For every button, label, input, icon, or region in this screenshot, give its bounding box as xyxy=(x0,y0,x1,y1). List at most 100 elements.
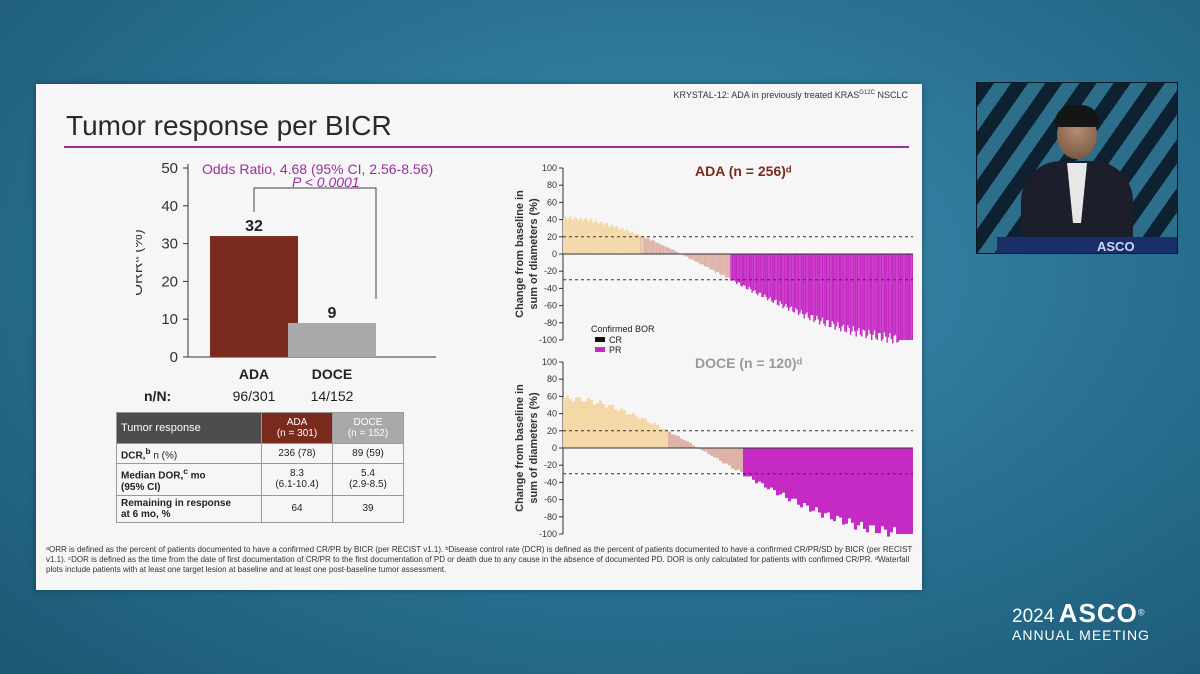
waterfall-bar xyxy=(761,448,764,484)
waterfall-bar xyxy=(674,435,677,448)
waterfall-bar xyxy=(578,397,581,448)
waterfall-bar xyxy=(890,448,893,533)
waterfall-bar xyxy=(785,448,788,498)
waterfall-bar xyxy=(584,401,587,448)
waterfall-bar xyxy=(712,254,714,270)
waterfall-bar xyxy=(889,254,891,334)
waterfall-bar xyxy=(593,405,596,448)
waterfall-bar xyxy=(785,254,787,304)
waterfall-bar xyxy=(863,254,866,331)
speaker-shirt xyxy=(1067,163,1087,223)
table-header-label: Tumor response xyxy=(116,412,262,444)
waterfall-bar xyxy=(689,442,692,448)
logo-year: 2024 xyxy=(1012,606,1055,627)
waterfall-bar xyxy=(610,223,613,254)
x-category-label: DOCE xyxy=(312,366,352,382)
cell-doce-dor: 5.4 (2.9-8.5) xyxy=(332,463,404,496)
waterfall-bar xyxy=(623,410,626,448)
waterfall-bar xyxy=(770,448,773,488)
waterfall-bar xyxy=(885,254,887,337)
cell-doce-dor-ci: (2.9-8.5) xyxy=(349,479,387,491)
waterfall-bar xyxy=(737,448,740,470)
waterfall-bar xyxy=(786,254,788,308)
waterfall-bar xyxy=(845,448,848,524)
waterfall-y-tick-label: -40 xyxy=(544,283,557,293)
waterfall-bar xyxy=(575,397,578,448)
waterfall-bar xyxy=(563,217,565,254)
waterfall-bar xyxy=(608,405,611,448)
waterfall-bar xyxy=(876,254,878,340)
waterfall-y-label-line2: sum of diameters (%) xyxy=(528,198,540,310)
waterfall-bar xyxy=(680,438,683,448)
waterfall-bar xyxy=(828,254,831,328)
waterfall-bar xyxy=(894,254,897,335)
waterfall-bar xyxy=(626,229,628,254)
waterfall-bar xyxy=(731,254,734,281)
waterfall-bar xyxy=(722,448,725,464)
waterfall-bar xyxy=(569,398,572,448)
waterfall-bar xyxy=(578,219,580,254)
waterfall-bar xyxy=(669,248,672,254)
waterfall-bar xyxy=(698,254,700,263)
waterfall-bar xyxy=(654,241,656,254)
legend-label-cr: CR xyxy=(609,335,622,345)
cell-doce-dcr: 89 (59) xyxy=(332,442,404,465)
waterfall-bar xyxy=(848,448,851,519)
waterfall-bar xyxy=(605,407,608,448)
waterfall-y-tick-label: 20 xyxy=(547,232,557,242)
waterfall-bar xyxy=(838,254,841,328)
waterfall-bar xyxy=(802,254,804,315)
waterfall-bar xyxy=(723,254,725,275)
doce-waterfall-chart: 100 80 60 40 20 0 -20 -40 -60 -80 -100 Change from … xyxy=(514,355,913,539)
waterfall-bar xyxy=(587,398,590,448)
waterfall-bar xyxy=(748,254,751,287)
significance-bracket xyxy=(253,187,377,299)
waterfall-bar xyxy=(588,222,590,254)
podium-label: ASCO xyxy=(1097,239,1135,254)
waterfall-bar xyxy=(672,249,675,254)
y-tick-label: 10 xyxy=(161,311,178,328)
waterfall-bar xyxy=(668,431,671,448)
waterfall-bar xyxy=(596,403,599,448)
waterfall-bar xyxy=(765,254,767,297)
waterfall-bar xyxy=(728,448,731,466)
row-label-remaining-line1: Remaining in response xyxy=(121,497,232,509)
waterfall-bar xyxy=(635,416,638,448)
trial-header-text: KRYSTAL-12: ADA in previously treated KR… xyxy=(673,90,860,100)
waterfall-bar xyxy=(721,254,724,275)
waterfall-y-tick-label: -60 xyxy=(544,495,557,505)
waterfall-bar xyxy=(818,254,821,325)
waterfall-bar xyxy=(638,418,641,448)
waterfall-bar xyxy=(907,254,909,340)
waterfall-bar xyxy=(749,448,752,477)
waterfall-bar xyxy=(879,254,881,334)
table-header-row: Tumor response ADA (n = 301) DOCE (n = 1… xyxy=(116,412,404,444)
nn-value: 14/152 xyxy=(311,388,354,404)
waterfall-bar xyxy=(863,448,866,529)
waterfall-bar xyxy=(719,448,722,461)
waterfall-bar xyxy=(650,423,653,448)
waterfall-bar xyxy=(571,219,573,254)
waterfall-bar xyxy=(686,441,689,448)
waterfall-bar xyxy=(707,254,710,267)
waterfall-bar xyxy=(803,254,805,319)
logo-name: ASCO xyxy=(1058,598,1138,628)
waterfall-bar xyxy=(821,448,824,518)
waterfall-bar xyxy=(747,254,749,290)
waterfall-bar xyxy=(702,254,704,265)
waterfall-y-tick-label: 80 xyxy=(547,374,557,384)
waterfall-bar xyxy=(880,254,883,341)
row-label-dor-line1: Median DOR,c mo xyxy=(121,466,257,481)
waterfall-y-tick-label: -40 xyxy=(544,477,557,487)
waterfall-bar xyxy=(767,448,770,490)
waterfall-bar xyxy=(632,412,635,448)
waterfall-bar xyxy=(657,242,659,254)
waterfall-bar xyxy=(875,448,878,534)
waterfall-bar xyxy=(833,254,835,324)
speaker-hair xyxy=(1055,105,1099,127)
waterfall-y-tick-label: 0 xyxy=(552,249,557,259)
waterfall-bar xyxy=(690,254,693,260)
waterfall-bar xyxy=(782,254,784,309)
logo-subtitle: ANNUAL MEETING xyxy=(1012,627,1150,643)
waterfall-bar xyxy=(591,219,593,254)
